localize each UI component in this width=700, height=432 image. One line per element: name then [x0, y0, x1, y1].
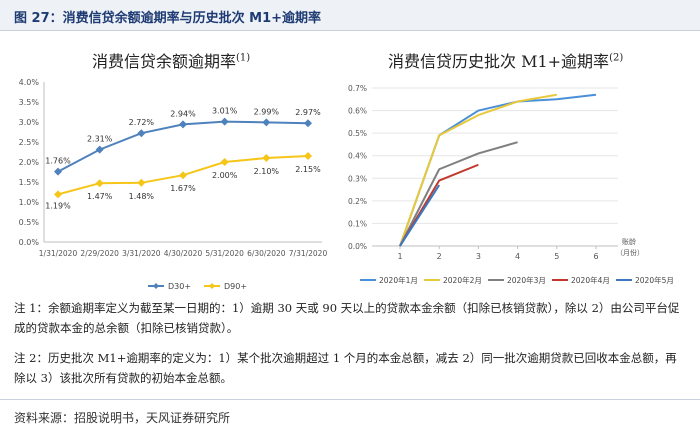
right-x-unit-label: （月份）: [616, 248, 644, 257]
left-y-tick-label: 1.5%: [19, 178, 40, 187]
left-line-chart: 0.0% 0.5% 1.0% 1.5% 2.0% 2.5% 3.0% 3.5% 4.0% 1/31…: [19, 78, 328, 291]
right-legend-label: 2020年5月: [635, 275, 674, 285]
right-x-tick-label: 5: [554, 252, 559, 261]
left-data-point: [95, 145, 104, 154]
right-y-tick-label: 0.2%: [348, 197, 367, 206]
left-x-tick-label: 4/30/2020: [164, 249, 203, 258]
left-data-point: [95, 179, 104, 188]
right-y-tick-label: 0.3%: [348, 174, 367, 183]
left-data-point: [137, 129, 146, 138]
note-1: 注 1：余额逾期率定义为截至某一日期的：1）逾期 30 天或 90 天以上的贷款…: [14, 301, 680, 335]
right-series-line-2020年3月: [399, 141, 518, 247]
left-data-point: [179, 171, 187, 180]
left-legend-label: D30+: [168, 282, 191, 291]
left-legend-marker: [209, 283, 215, 289]
left-y-tick-label: 0.0%: [19, 238, 40, 247]
right-chart-title-text: 消费信贷历史批次 M1+逾期率: [388, 52, 610, 71]
left-chart-title-text: 消费信贷余额逾期率: [92, 52, 237, 71]
left-y-tick-label: 2.5%: [19, 138, 40, 147]
left-x-tick-label: 1/31/2020: [39, 249, 78, 258]
right-x-tick-label: 6: [593, 252, 598, 261]
left-data-point: [179, 120, 187, 129]
left-data-label: 3.01%: [212, 107, 238, 116]
right-y-tick-label: 0.6%: [348, 107, 367, 116]
right-y-tick-label: 0.1%: [348, 219, 367, 228]
right-x-unit-label: 账龄: [622, 237, 636, 246]
right-chart-title-sup: (2): [609, 52, 624, 64]
right-y-tick-label: 0.7%: [348, 84, 367, 93]
left-data-point: [262, 118, 271, 127]
left-data-point: [54, 190, 62, 199]
right-series-line-2020年4月: [399, 163, 479, 247]
right-legend-label: 2020年2月: [443, 275, 482, 285]
left-chart-title-sup: (1): [236, 52, 251, 64]
left-data-point: [220, 117, 229, 126]
left-x-tick-label: 3/31/2020: [122, 249, 161, 258]
left-chart-title: 消费信贷余额逾期率(1): [92, 48, 250, 72]
left-legend-label: D90+: [224, 282, 247, 291]
right-y-tick-label: 0.4%: [348, 152, 367, 161]
left-data-label: 2.72%: [129, 118, 155, 127]
left-data-label: 2.00%: [212, 171, 238, 180]
left-y-tick-label: 0.5%: [19, 218, 40, 227]
left-y-tick-label: 2.0%: [19, 158, 40, 167]
figure-title: 图 27：消费信贷余额逾期率与历史批次 M1+逾期率: [14, 11, 322, 26]
left-data-label: 1.47%: [87, 192, 113, 201]
left-data-label: 2.15%: [295, 165, 321, 174]
left-data-point: [220, 158, 229, 166]
left-y-tick-label: 4.0%: [19, 78, 40, 87]
source-text: 资料来源：招股说明书，天风证券研究所: [14, 411, 231, 425]
right-legend-label: 2020年3月: [507, 275, 546, 285]
right-line-chart: 0.0% 0.1% 0.2% 0.3% 0.4% 0.5% 0.6% 0.7% 1 2 3 4 5 6 账龄…: [348, 84, 674, 285]
right-series-line-2020年2月: [399, 93, 557, 247]
left-data-label: 1.76%: [45, 157, 71, 166]
left-data-point: [304, 152, 312, 160]
right-x-tick-label: 2: [437, 252, 442, 261]
left-y-tick-label: 3.0%: [19, 118, 40, 127]
left-legend-marker: [153, 283, 159, 289]
source-bar: 资料来源：招股说明书，天风证券研究所: [0, 399, 700, 432]
left-data-label: 2.94%: [170, 109, 196, 118]
left-y-tick-label: 3.5%: [19, 98, 40, 107]
right-legend-label: 2020年4月: [571, 275, 610, 285]
left-x-tick-label: 5/31/2020: [205, 249, 244, 258]
left-data-label: 2.99%: [254, 107, 280, 116]
left-data-point: [262, 154, 271, 162]
left-data-label: 2.31%: [87, 135, 113, 144]
right-x-tick-label: 3: [476, 252, 481, 261]
left-data-label: 1.67%: [170, 184, 196, 193]
left-x-tick-label: 2/29/2020: [80, 249, 119, 258]
right-x-tick-label: 4: [515, 252, 520, 261]
left-data-label: 1.48%: [129, 192, 155, 201]
right-y-tick-label: 0.5%: [348, 129, 367, 138]
left-data-label: 1.19%: [45, 201, 71, 210]
figure-header: 图 27：消费信贷余额逾期率与历史批次 M1+逾期率: [0, 0, 700, 31]
left-series-line-D30+: [57, 120, 309, 173]
right-chart-title: 消费信贷历史批次 M1+逾期率(2): [388, 48, 623, 72]
left-y-tick-label: 1.0%: [19, 198, 40, 207]
left-data-point: [54, 167, 62, 176]
left-data-point: [304, 119, 312, 128]
note-2: 注 2：历史批次 M1+逾期率的定义为：1）某个批次逾期超过 1 个月的本金总额…: [14, 351, 677, 385]
right-y-tick-label: 0.0%: [348, 242, 367, 251]
right-series-line-2020年5月: [399, 184, 441, 247]
right-x-tick-label: 1: [397, 252, 402, 261]
left-data-point: [137, 178, 146, 187]
left-x-tick-label: 7/31/2020: [289, 249, 328, 258]
right-legend-label: 2020年1月: [379, 275, 418, 285]
left-data-label: 2.97%: [295, 108, 321, 117]
left-x-tick-label: 6/30/2020: [247, 249, 286, 258]
left-data-label: 2.10%: [254, 167, 280, 176]
